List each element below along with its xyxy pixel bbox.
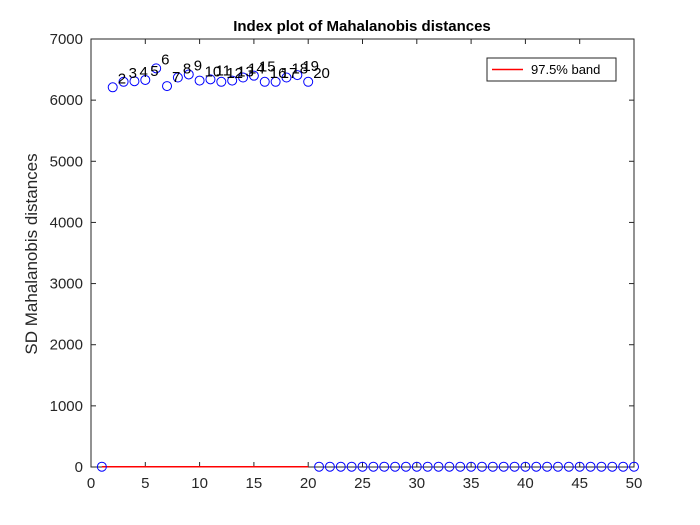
x-tick-label: 15 — [246, 475, 263, 492]
x-tick-label: 20 — [300, 475, 317, 492]
data-point — [368, 461, 379, 472]
point-label: 14 — [248, 61, 265, 78]
x-tick-label: 30 — [408, 475, 425, 492]
data-point — [151, 63, 162, 74]
data-point — [172, 72, 183, 83]
data-point — [194, 75, 205, 86]
point-label: 19 — [302, 58, 319, 75]
data-point — [216, 76, 227, 87]
data-point — [574, 461, 585, 472]
point-label: 7 — [172, 69, 180, 86]
data-point — [520, 461, 531, 472]
data-point — [270, 76, 281, 87]
x-tick-label: 0 — [87, 475, 95, 492]
y-axis-label: SD Mahalanobis distances — [22, 153, 41, 354]
data-point — [303, 76, 314, 87]
data-point — [227, 75, 238, 86]
data-point — [498, 461, 509, 472]
y-tick-label: 4000 — [50, 214, 83, 231]
data-point — [335, 461, 346, 472]
y-tick-label: 5000 — [50, 153, 83, 170]
data-point — [466, 461, 477, 472]
data-point — [162, 81, 173, 92]
y-tick-label: 7000 — [50, 31, 83, 48]
data-point — [379, 461, 390, 472]
point-label: 11 — [215, 62, 231, 79]
data-point — [118, 76, 129, 87]
point-label: 18 — [291, 61, 308, 78]
data-point — [314, 461, 325, 472]
legend-box — [486, 57, 617, 82]
point-label: 2 — [118, 70, 126, 87]
data-point — [390, 461, 401, 472]
x-tick-label: 50 — [626, 475, 643, 492]
point-label: 3 — [129, 65, 137, 82]
chart-title: Index plot of Mahalanobis distances — [233, 18, 491, 35]
data-point — [444, 461, 455, 472]
y-tick-label: 3000 — [50, 276, 83, 293]
point-label: 4 — [139, 64, 147, 81]
data-point — [183, 69, 194, 80]
point-label: 16 — [270, 65, 287, 82]
point-label: 6 — [161, 51, 169, 68]
data-point — [129, 76, 140, 87]
data-point — [292, 70, 303, 81]
data-point — [281, 72, 292, 83]
data-point — [531, 461, 542, 472]
point-label: 9 — [194, 57, 202, 74]
data-point — [487, 461, 498, 472]
data-point — [596, 461, 607, 472]
data-point — [618, 461, 629, 472]
x-tick-label: 25 — [354, 475, 371, 492]
data-point — [259, 76, 270, 87]
x-tick-label: 10 — [191, 475, 208, 492]
data-point — [411, 461, 422, 472]
plot-area — [90, 38, 635, 468]
data-point — [248, 70, 259, 81]
point-label: 8 — [183, 61, 191, 78]
legend: 97.5% band — [486, 57, 617, 82]
data-point — [563, 461, 574, 472]
data-point — [346, 461, 357, 472]
x-tick-label: 35 — [463, 475, 480, 492]
point-label: 10 — [205, 64, 222, 81]
x-tick-label: 45 — [571, 475, 588, 492]
data-point — [607, 461, 618, 472]
data-point — [455, 461, 466, 472]
y-tick-label: 1000 — [50, 398, 83, 415]
y-tick-label: 6000 — [50, 92, 83, 109]
y-tick-label: 0 — [75, 459, 83, 476]
point-label: 12 — [226, 65, 243, 82]
point-label: 15 — [259, 59, 276, 76]
data-point — [400, 461, 411, 472]
x-tick-label: 40 — [517, 475, 534, 492]
data-point — [542, 461, 553, 472]
data-point — [96, 461, 107, 472]
axes: 0 5 10 15 20 25 30 35 40 45 5001000200030004000500… — [50, 31, 643, 492]
data-point — [629, 461, 639, 472]
x-tick-label: 5 — [141, 475, 149, 492]
data-point — [324, 461, 335, 472]
data-point — [140, 74, 151, 85]
data-point — [552, 461, 563, 472]
point-label: 17 — [281, 65, 298, 82]
points-layer — [96, 63, 639, 472]
point-label: 13 — [237, 64, 254, 81]
point-label: 5 — [150, 63, 158, 80]
data-point — [433, 461, 444, 472]
data-point — [357, 461, 368, 472]
data-point — [585, 461, 596, 472]
data-point — [476, 461, 487, 472]
legend-label-band: 97.5% band — [531, 62, 600, 77]
point-label: 20 — [313, 65, 330, 82]
data-point — [509, 461, 520, 472]
data-point — [422, 461, 433, 472]
y-tick-label: 2000 — [50, 337, 83, 354]
data-point — [205, 74, 216, 85]
data-point — [107, 82, 118, 93]
data-point — [238, 72, 249, 83]
